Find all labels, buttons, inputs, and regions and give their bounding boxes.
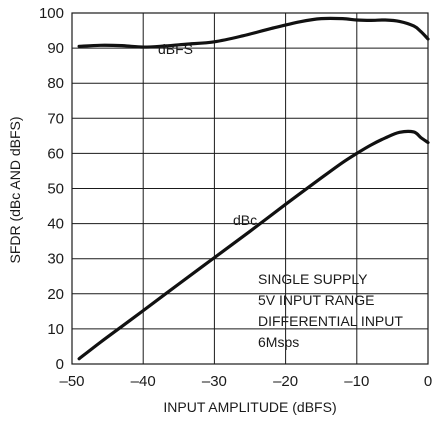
y-tick-label: 100	[39, 5, 64, 22]
annotation-line-1: SINGLE SUPPLY	[258, 271, 368, 287]
y-tick-label: 50	[47, 181, 64, 198]
y-tick-label: 0	[56, 356, 64, 373]
annotation-line-3: DIFFERENTIAL INPUT	[258, 313, 403, 329]
y-tick-label: 90	[47, 40, 64, 57]
y-tick-label: 40	[47, 216, 64, 233]
x-tick-label: –40	[131, 373, 156, 390]
plot-frame	[71, 12, 429, 365]
x-tick-label: 0	[424, 373, 432, 390]
x-tick-label: –10	[344, 373, 369, 390]
x-axis-title: INPUT AMPLITUDE (dBFS)	[163, 399, 336, 415]
y-axis-title: SFDR (dBc AND dBFS)	[7, 116, 23, 263]
y-tick-label: 10	[47, 321, 64, 338]
y-tick-label: 30	[47, 251, 64, 268]
x-tick-label: –30	[202, 373, 227, 390]
x-tick-label: –50	[59, 373, 84, 390]
series-line-dbfs	[77, 16, 430, 49]
y-tick-label: 60	[47, 145, 64, 162]
annotation-line-4: 6Msps	[258, 334, 299, 350]
series-label-dbfs: dBFS	[158, 41, 193, 57]
y-tick-label: 70	[47, 110, 64, 127]
x-tick-label: –20	[273, 373, 298, 390]
annotation-line-2: 5V INPUT RANGE	[258, 292, 374, 308]
series-line-dbc	[77, 129, 430, 361]
grid	[71, 12, 429, 365]
y-tick-label: 20	[47, 286, 64, 303]
tick-labels: –50 –40 –30 –20 –10 0 0 10 20 30 40 50 60 70 80 90 100	[39, 5, 432, 390]
y-tick-label: 80	[47, 75, 64, 92]
series-label-dbc: dBc	[233, 212, 257, 228]
series-layer	[77, 16, 430, 361]
